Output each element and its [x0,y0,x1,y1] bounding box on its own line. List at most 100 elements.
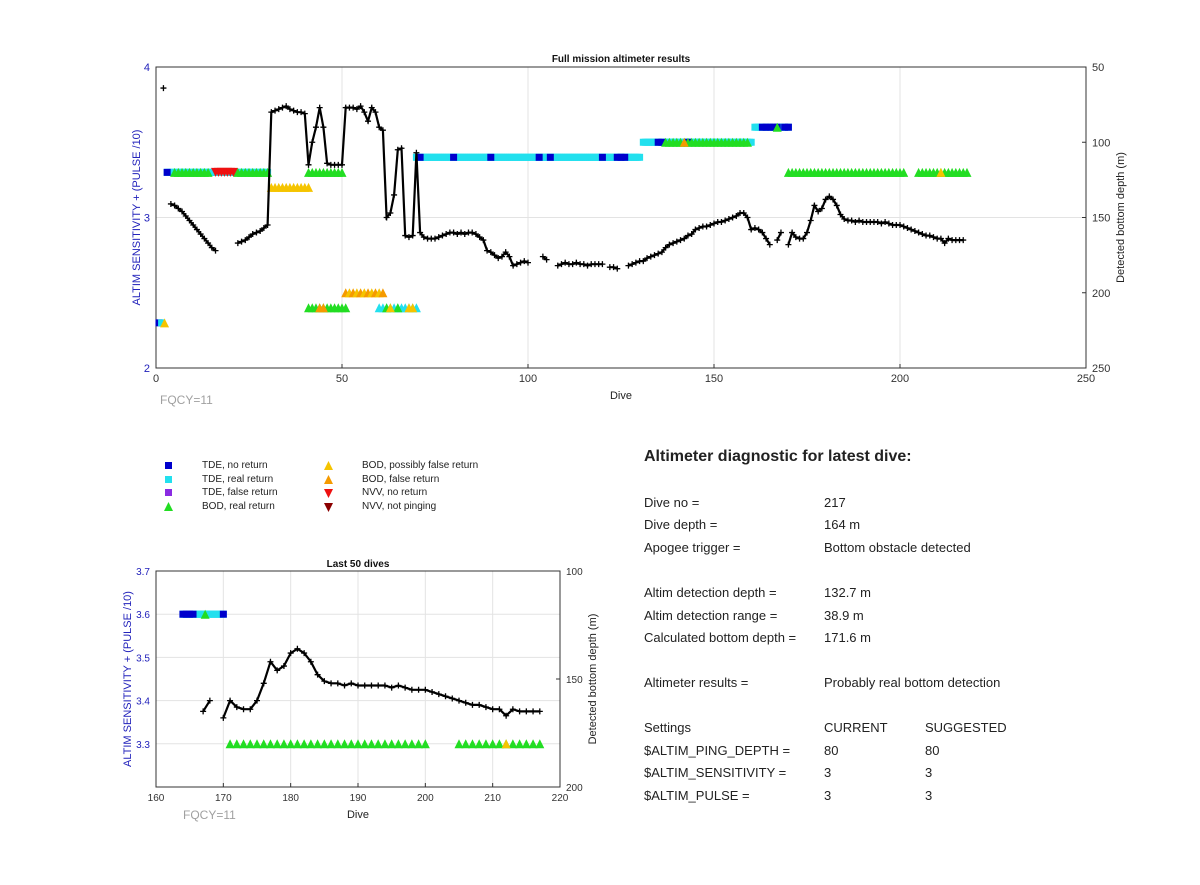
depth-point-marker [554,262,561,269]
bod-triangle-marker [232,739,242,749]
settings-suggested: 3 [925,765,933,780]
depth-point-marker [684,232,691,239]
depth-point-marker [841,216,848,223]
depth-point-marker [915,229,922,236]
bod-triangle-marker [272,739,282,749]
depth-point-marker [324,160,331,167]
y-tick-label: 3.3 [136,740,150,751]
depth-point-marker [456,697,462,704]
depth-point-marker [629,261,636,268]
bod-triangle-marker [200,609,210,619]
tde-square-marker [747,138,755,146]
depth-point-marker [350,104,357,111]
depth-point-marker [212,247,219,254]
tde-square-marker [617,153,625,161]
diagnostic-label: Dive depth = [644,517,718,532]
depth-point-marker [443,231,450,238]
bod-triangle-marker [408,303,418,313]
depth-point-marker [856,217,863,224]
depth-point-marker [711,220,717,227]
tde-square-marker [766,123,774,131]
depth-point-marker [941,240,948,247]
depth-point-marker [312,124,319,131]
tde-square-marker [487,153,495,161]
depth-point-marker [286,106,293,113]
depth-point-marker [439,232,446,239]
depth-point-marker [388,684,395,691]
bod-triangle-marker [899,167,909,177]
depth-point-marker [818,205,825,212]
y2-axis-label: Detected bottom depth (m) [587,614,599,745]
y-tick-label: 3.4 [136,697,150,708]
depth-point-marker [402,232,409,239]
bod-triangle-marker [252,739,262,749]
bod-triangle-marker [373,739,383,749]
diagnostic-row: Altimeter results = Probably real bottom… [644,675,1164,693]
depth-point-marker [193,226,200,233]
depth-point-marker [328,680,335,687]
depth-point-marker [919,231,926,238]
depth-point-marker [275,106,282,113]
depth-point-marker [462,699,469,706]
bod-triangle-marker [962,167,972,177]
y2-tick-label: 250 [1092,363,1110,375]
depth-point-marker [413,149,420,156]
y-tick-label: 3 [144,213,150,225]
depth-point-marker [376,124,383,131]
y2-tick-label: 150 [1092,213,1110,225]
frequency-note: FQCY=11 [160,393,213,407]
x-tick-label: 0 [153,373,159,385]
legend-label: TDE, real return [202,474,274,485]
diagnostic-label: Altim detection range = [644,608,778,623]
bod-triangle-marker [494,739,504,749]
tde-square-marker [621,153,629,161]
tde-square-marker [535,153,543,161]
settings-header-label: Settings [644,720,691,735]
bod-triangle-marker [341,303,351,313]
tde-square-marker [450,153,458,161]
depth-point-marker [368,682,375,689]
y-axis-label: ALTIM SENSITIVITY + (PULSE /10) [122,591,134,767]
bod-triangle-marker [318,303,328,313]
diagnostic-row: Dive no = 217 [644,495,1164,513]
bod-triangle-marker [474,739,484,749]
bod-triangle-marker [225,739,235,749]
depth-point-marker [651,252,658,259]
depth-point-marker [348,680,355,687]
y2-tick-label: 200 [1092,288,1110,300]
x-tick-label: 100 [519,373,537,385]
bod-triangle-marker [286,739,296,749]
depth-point-marker [381,682,388,689]
bod-triangle-marker [319,739,329,749]
depth-point-marker [469,229,476,236]
legend-label: BOD, real return [202,501,275,512]
depth-point-marker [469,701,476,708]
legend-marker-icon [165,476,172,483]
depth-point-marker [766,241,773,248]
depth-point-marker [320,124,327,131]
depth-point-marker [930,234,937,241]
settings-current: 80 [824,743,839,758]
depth-point-marker [190,222,197,229]
depth-point-marker [688,231,695,238]
bod-triangle-marker [360,739,370,749]
depth-point-marker [811,202,818,209]
depth-point-marker [789,229,796,236]
bod-triangle-marker [508,739,518,749]
depth-point-marker [900,223,907,230]
legend-label: BOD, possibly false return [362,460,479,471]
depth-point-marker [763,235,770,242]
depth-point-marker [254,697,260,704]
bod-triangle-marker [299,739,309,749]
depth-point-marker [774,237,781,244]
diagnostic-title: Altimeter diagnostic for latest dive: [644,448,912,465]
depth-point-marker [506,253,513,260]
depth-point-marker [201,235,208,242]
bod-triangle-marker [239,739,249,749]
depth-point-marker [415,686,422,693]
x-tick-label: 160 [148,793,165,804]
legend-label: TDE, false return [202,487,278,498]
depth-point-marker [740,209,747,216]
bod-triangle-marker [340,739,350,749]
depth-point-marker [268,109,275,116]
